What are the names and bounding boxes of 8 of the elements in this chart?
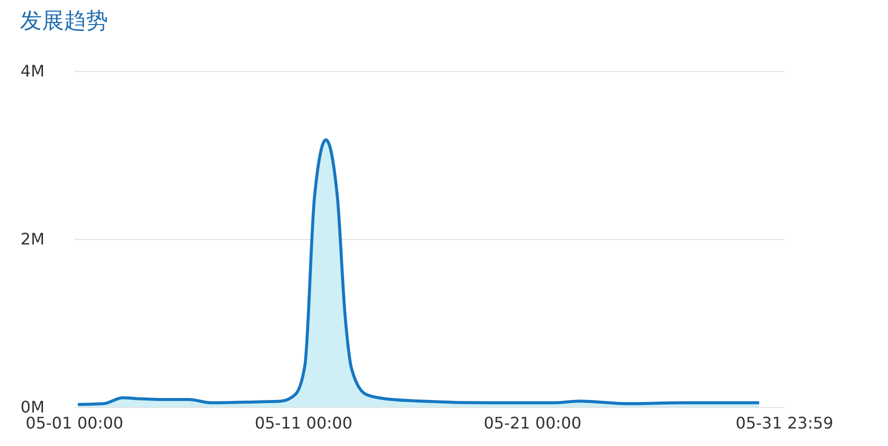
- y-tick-label: 0M: [20, 398, 44, 416]
- x-tick-label: 05-11 00:00: [254, 414, 352, 432]
- x-tick-label: 05-31 23:59: [736, 414, 834, 432]
- x-tick-label: 05-21 00:00: [484, 414, 582, 432]
- chart-title: 发展趋势: [20, 9, 108, 34]
- y-tick-label: 4M: [20, 62, 44, 80]
- x-tick-label: 05-01 00:00: [26, 414, 124, 432]
- y-tick-label: 2M: [20, 230, 44, 248]
